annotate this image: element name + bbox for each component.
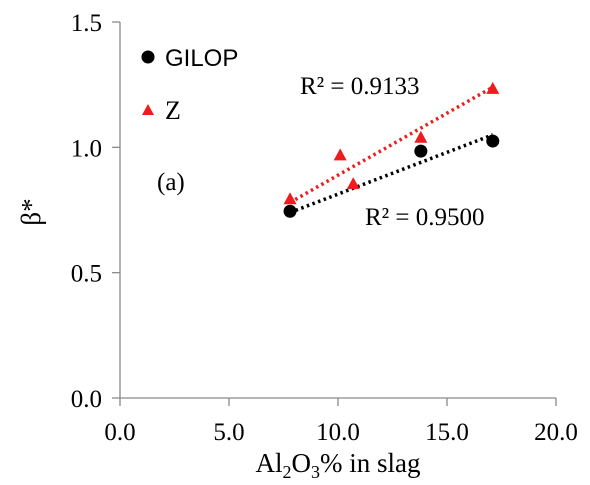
legend-marker-gilop: [141, 50, 155, 64]
trendlines: [289, 85, 494, 215]
x-tick-label: 10.0: [316, 419, 360, 446]
y-tick-label: 0.5: [71, 261, 102, 288]
r2-annotation-z: R² = 0.9133: [300, 73, 420, 100]
y-tick-label: 1.0: [71, 135, 102, 162]
x-axis-title: Al2O3% in slag: [256, 448, 421, 482]
trendline-gilop: [289, 133, 494, 215]
x-tick-label: 20.0: [534, 419, 578, 446]
data-point-gilop: [283, 204, 297, 218]
legend-marker-z: [142, 104, 154, 115]
y-tick-label: 0.0: [71, 386, 102, 413]
y-axis-title: β*: [16, 198, 46, 225]
x-tick-label: 0.0: [104, 419, 135, 446]
data-point-z: [414, 130, 428, 143]
data-point-gilop: [414, 144, 428, 158]
data-points: [283, 81, 500, 218]
x-tick-label: 5.0: [213, 419, 244, 446]
data-point-z: [333, 148, 347, 161]
y-axis-ticks: 0.0 0.5 1.0 1.5: [71, 10, 120, 413]
r2-annotation-gilop: R² = 0.9500: [365, 204, 485, 231]
data-point-z: [346, 177, 360, 190]
legend-label-z: Z: [165, 96, 181, 125]
legend-label-gilop: GILOP: [165, 45, 238, 72]
x-tick-label: 15.0: [425, 419, 469, 446]
legend: GILOP Z: [141, 45, 238, 125]
trendline-z: [289, 85, 494, 205]
data-point-gilop: [486, 134, 500, 148]
y-tick-label: 1.5: [71, 10, 102, 37]
x-axis-ticks: 0.0 5.0 10.0 15.0 20.0: [104, 398, 578, 446]
data-point-z: [486, 81, 500, 94]
panel-label: (a): [157, 169, 185, 196]
data-point-z: [283, 192, 297, 205]
